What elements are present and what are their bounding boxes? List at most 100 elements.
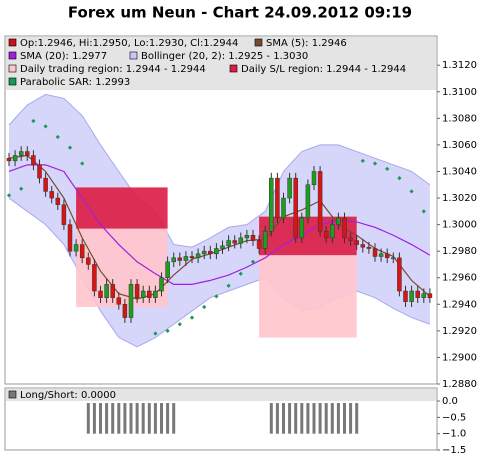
legend-swatch: [8, 77, 17, 86]
candle-body: [232, 240, 237, 244]
legend-label: SMA (20): 1.2977: [20, 51, 107, 62]
candle-body: [427, 293, 433, 298]
long-short-bar: [172, 403, 176, 434]
long-short-bar: [343, 403, 346, 434]
chart-title: Forex um Neun - Chart 24.09.2012 09:19: [68, 4, 412, 22]
candle-body: [409, 290, 414, 302]
long-short-bar: [355, 403, 359, 434]
long-short-bar: [123, 403, 127, 434]
legend-swatch: [8, 38, 17, 47]
candle-body: [269, 177, 274, 232]
sar-dot: [19, 186, 24, 191]
long-short-bar: [92, 403, 96, 434]
long-short-bar: [99, 403, 102, 434]
candle-body: [287, 177, 292, 199]
sar-dot: [202, 304, 207, 310]
sar-dot: [55, 134, 60, 140]
legend-label: Daily trading region: 1.2944 - 1.2944: [20, 64, 206, 75]
candle-body: [177, 257, 183, 261]
legend-swatch: [229, 64, 238, 73]
legend-label: SMA (5): 1.2946: [266, 38, 347, 49]
y-tick-label: −1.0: [442, 429, 466, 440]
long-short-bar: [294, 403, 298, 434]
sar-dot: [397, 176, 402, 181]
long-short-bar: [141, 403, 145, 434]
long-short-bar: [153, 403, 157, 434]
sar-dot: [31, 118, 36, 124]
long-short-bar: [306, 403, 310, 434]
candle-body: [366, 246, 372, 249]
candle-body: [262, 231, 268, 249]
candle-body: [79, 244, 85, 259]
candle-body: [293, 177, 298, 239]
candle-body: [183, 256, 189, 261]
candle-body: [342, 217, 347, 239]
legend-label: Long/Short: 0.0000: [20, 390, 116, 401]
legend-swatch: [254, 38, 263, 47]
candle-body: [208, 250, 213, 255]
legend-swatch: [8, 64, 17, 73]
legend-bg: [6, 37, 436, 90]
candle-body: [128, 284, 134, 318]
candle-body: [134, 284, 140, 298]
sar-dot: [6, 193, 12, 198]
y-tick-label: 1.2900: [442, 352, 477, 363]
candle-body: [110, 284, 115, 298]
candle-body: [354, 240, 359, 245]
candle-body: [311, 171, 317, 186]
candle-body: [6, 157, 12, 162]
candle-body: [37, 164, 42, 179]
sar-dot: [372, 161, 378, 166]
sma-line: [8, 154, 431, 300]
candle-body: [360, 244, 366, 248]
candle-body: [336, 217, 341, 225]
y-tick-label: −0.5: [442, 412, 466, 423]
candle-body: [378, 253, 384, 257]
y-tick-label: 1.3080: [442, 113, 477, 124]
candle-body: [421, 293, 427, 298]
sar-dot: [67, 145, 73, 150]
region: [76, 228, 168, 307]
y-tick-label: 1.3060: [442, 140, 477, 151]
candle-body: [214, 248, 219, 255]
candle-body: [25, 151, 30, 156]
candle-body: [104, 284, 109, 298]
legend-label: Bollinger (20, 2): 1.2925 - 1.3030: [141, 51, 308, 62]
y-tick-label: 0.0: [442, 396, 458, 407]
sar-dot: [421, 209, 426, 214]
long-short-bar: [105, 403, 109, 434]
candle-body: [384, 253, 390, 259]
y-tick-label: 1.2960: [442, 273, 477, 284]
long-short-bar: [111, 403, 115, 434]
sar-dot: [189, 315, 195, 320]
candle-body: [305, 184, 311, 219]
candle-body: [73, 244, 79, 252]
legend-label: Daily S/L region: 1.2944 - 1.2944: [241, 64, 406, 75]
long-short-bar: [349, 403, 353, 434]
lower-legend-bg: [6, 389, 436, 401]
y-tick-label: 1.2980: [442, 246, 477, 257]
candle-body: [61, 204, 67, 225]
sar-dot: [238, 271, 243, 276]
long-short-bar: [336, 403, 340, 434]
sar-dot: [214, 294, 219, 299]
y-tick-label: 1.2940: [442, 299, 477, 310]
y-tick-label: 1.3040: [442, 166, 477, 177]
candle-body: [116, 297, 122, 305]
candle-body: [31, 155, 36, 166]
candle-body: [403, 290, 408, 302]
sar-dot: [409, 189, 414, 194]
candle-body: [244, 234, 250, 239]
candle-body: [49, 191, 54, 199]
sma-line: [8, 164, 431, 285]
long-short-bar: [318, 403, 322, 434]
sar-dot: [43, 124, 48, 129]
candle-body: [397, 257, 402, 292]
candle-body: [226, 240, 231, 247]
region: [259, 255, 357, 338]
legend-swatch: [8, 51, 17, 60]
long-short-bar: [300, 403, 304, 434]
candle-body: [348, 237, 353, 241]
candle-body: [12, 155, 18, 162]
